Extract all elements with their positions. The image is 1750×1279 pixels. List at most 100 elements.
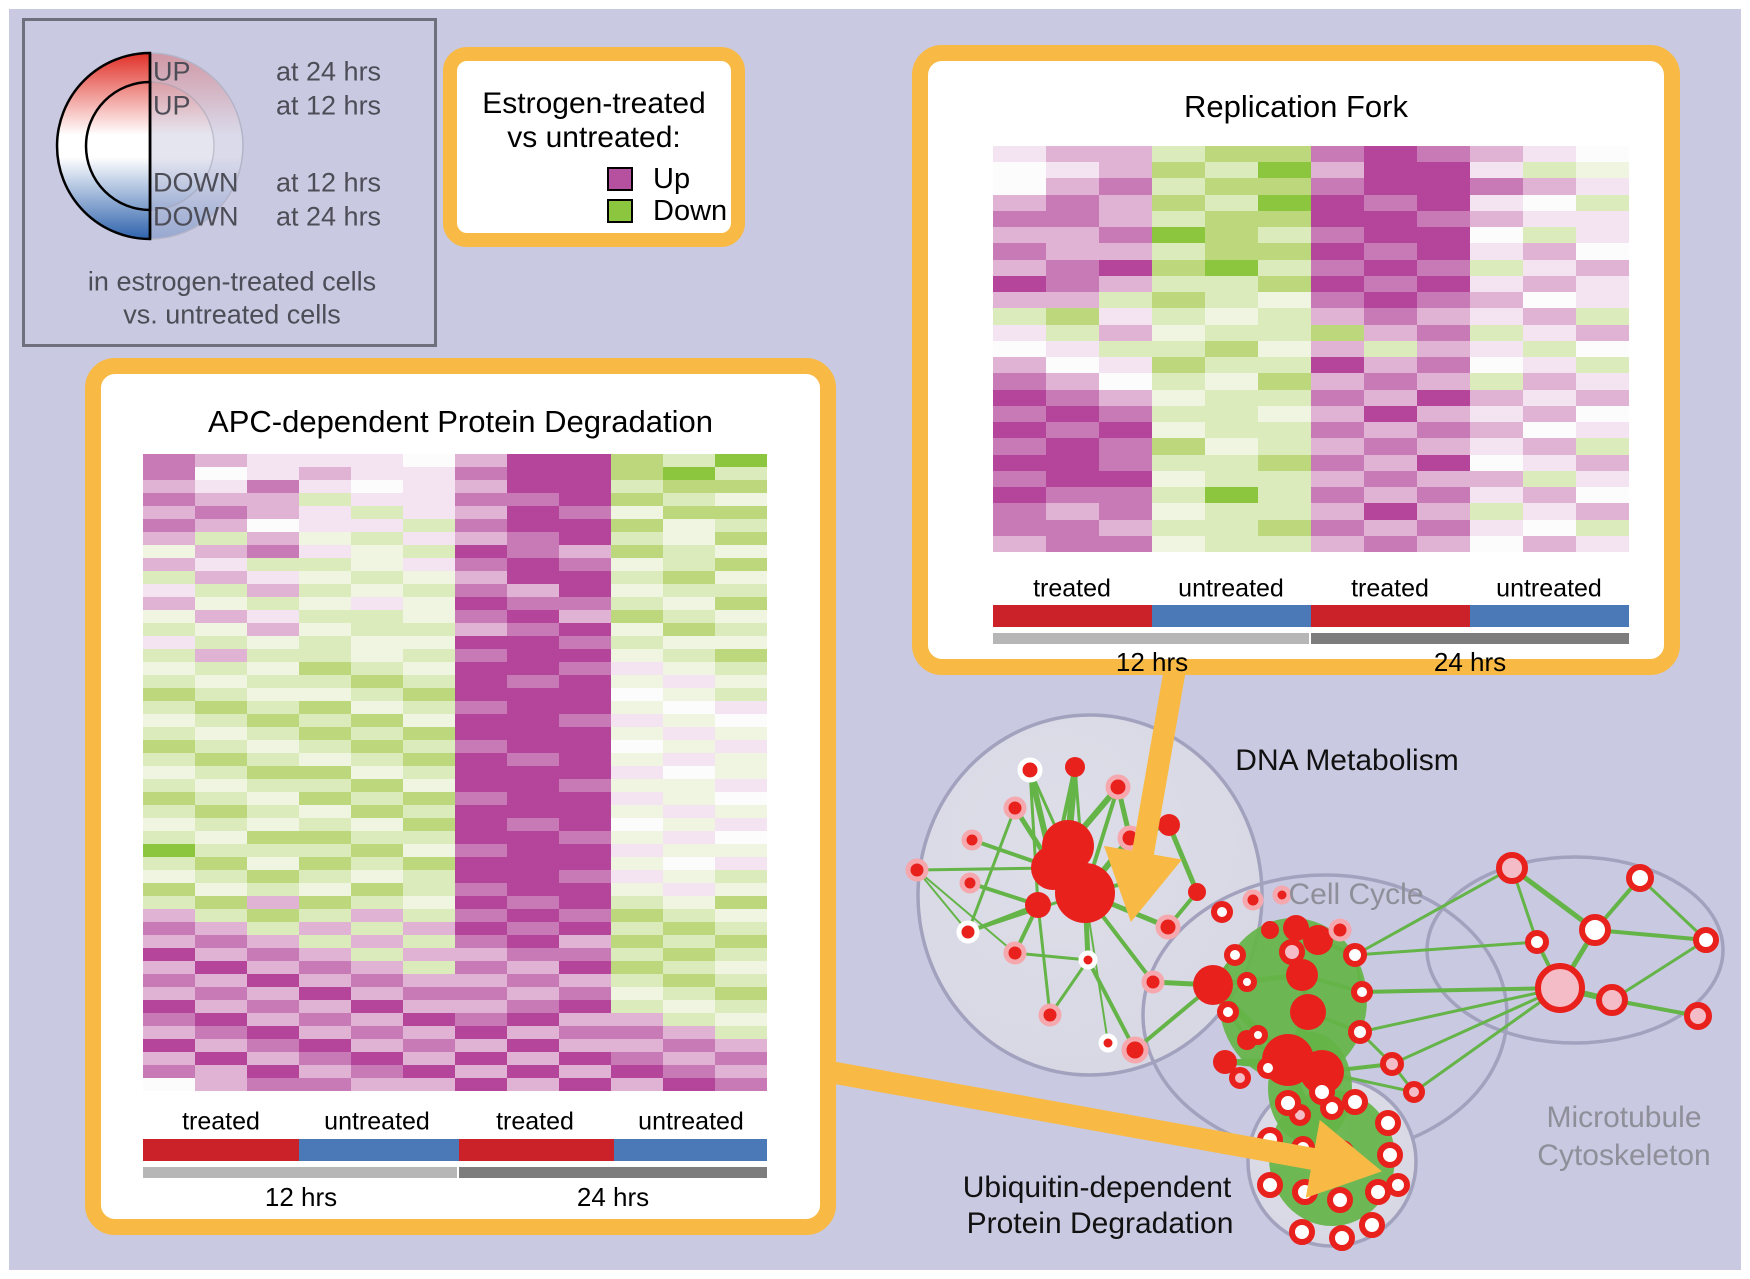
heatmap-cell [403,480,455,493]
heatmap-cell [143,909,195,922]
heatmap-cell [1099,405,1152,423]
heatmap-cell [1364,275,1417,293]
heatmap-cell [299,948,351,961]
network-node [1684,1002,1712,1030]
heatmap-cell [299,779,351,792]
heatmap-cell [1099,340,1152,358]
heatmap-cell [507,610,559,623]
heatmap-cell [455,519,507,532]
network-node [1327,1187,1353,1213]
heatmap-cell [351,1026,403,1039]
network-edge [1359,986,1561,1034]
heatmap-cell [455,857,507,870]
heatmap-cell [507,766,559,779]
legend-down-12: DOWN [153,167,239,198]
heatmap-cell [351,519,403,532]
heatmap-cell [195,1013,247,1026]
heatmap-cell [143,662,195,675]
heatmap-cell [1470,357,1523,374]
heatmap-cell [559,948,611,961]
heatmap-cell [1205,487,1258,504]
heatmap-cell [403,792,455,805]
heatmap-cell [195,961,247,974]
heatmap-cell [1311,292,1364,309]
heatmap-cell [507,688,559,701]
heatmap-cell [143,1065,195,1078]
network-node [1292,1179,1318,1205]
replication-fork-heatmap [993,146,1629,552]
heatmap-cell [507,792,559,805]
network-node [1137,868,1157,888]
heatmap-cell [247,610,299,623]
heatmap-cell [715,1039,767,1052]
heatmap-cell [559,493,611,506]
heatmap-cell [559,701,611,714]
heatmap-cell [403,948,455,961]
heatmap-cell [143,545,195,558]
network-node [1290,994,1326,1030]
heatmap-cell [1311,405,1364,423]
network-node [1155,914,1181,940]
heatmap-cell [351,1013,403,1026]
heatmap-cell [715,974,767,987]
heatmap-cell [559,753,611,766]
heatmap-cell [455,662,507,675]
heatmap-cell [195,532,247,545]
heatmap-cell [1258,454,1311,471]
heatmap-cell [1470,162,1523,179]
heatmap-cell [663,987,715,1000]
network-node [905,858,929,882]
network-node [1217,1001,1239,1023]
heatmap-cell [143,896,195,909]
apc-group3-label: treated [496,1107,574,1136]
heatmap-cell [351,688,403,701]
heatmap-cell [1311,454,1364,471]
heatmap-cell [403,1078,455,1091]
heatmap-cell [1099,438,1152,455]
heatmap-cell [1364,422,1417,439]
heatmap-cell [1523,389,1576,406]
network-node [1003,941,1027,965]
network-label: Ubiquitin-dependent [963,1171,1232,1204]
heatmap-cell [1576,470,1629,488]
heatmap-cell [663,662,715,675]
heatmap-cell [299,714,351,727]
heatmap-cell [351,636,403,649]
rf-group4-label: untreated [1496,574,1602,603]
heatmap-cell [455,987,507,1000]
heatmap-cell [1417,470,1470,488]
network-node [1330,1140,1354,1164]
rf-group1-label: treated [1033,574,1111,603]
heatmap-cell [1258,227,1311,244]
up-label: Up [653,163,691,195]
network-node [1242,889,1264,911]
heatmap-cell [1258,292,1311,309]
heatmap-cell [715,1026,767,1039]
heatmap-cell [403,701,455,714]
heatmap-cell [559,675,611,688]
heatmap-cell [455,974,507,987]
network-node [959,872,981,894]
heatmap-cell [663,1013,715,1026]
heatmap-cell [1258,357,1311,374]
heatmap-cell [507,870,559,883]
heatmap-cell [351,584,403,597]
heatmap-cell [559,987,611,1000]
heatmap-cell [993,210,1046,228]
heatmap-cell [1417,487,1470,504]
heatmap-cell [507,1052,559,1065]
heatmap-cell [1576,210,1629,228]
heatmap-cell [1258,210,1311,228]
heatmap-cell [1417,178,1470,195]
apc-untreated-bar-24 [614,1139,767,1161]
heatmap-cell [351,493,403,506]
heatmap-cell [1205,178,1258,195]
heatmap-cell [1152,178,1205,195]
heatmap-cell [993,357,1046,374]
heatmap-cell [403,662,455,675]
heatmap-cell [351,532,403,545]
heatmap-cell [299,1078,351,1091]
heatmap-cell [1576,194,1629,211]
heatmap-cell [1523,373,1576,390]
heatmap-cell [455,909,507,922]
